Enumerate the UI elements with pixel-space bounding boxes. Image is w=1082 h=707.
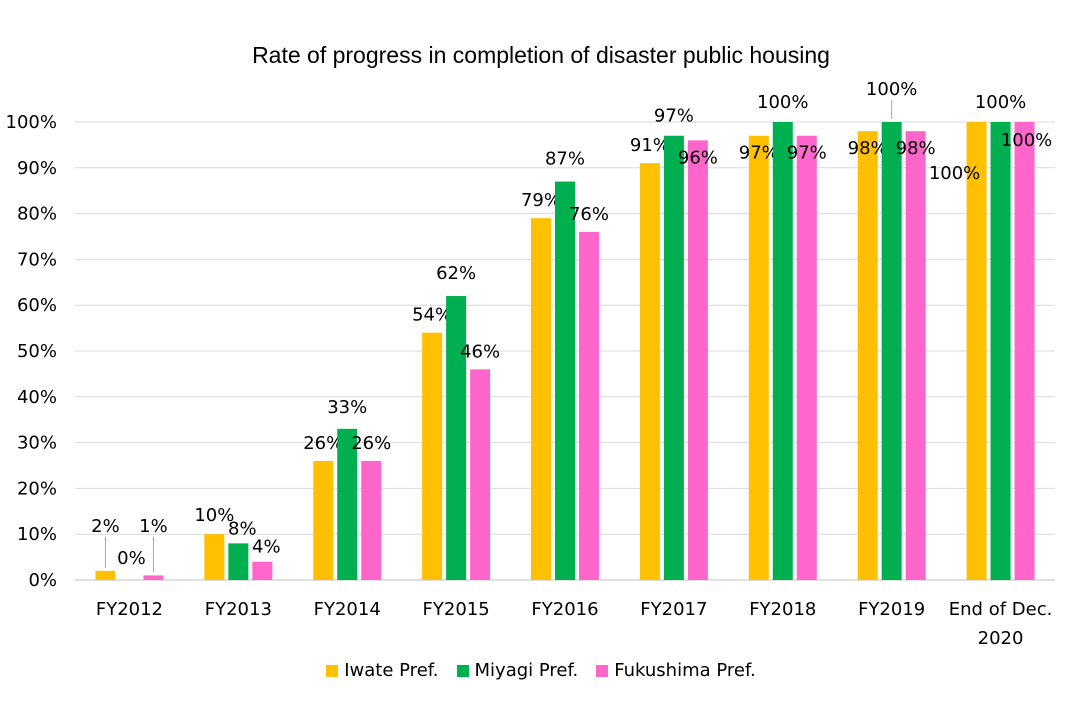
legend-item-fukushima: Fukushima Pref.	[596, 660, 756, 681]
y-tick-label: 0%	[28, 570, 57, 591]
bar	[796, 135, 817, 581]
y-tick-label: 40%	[17, 387, 57, 408]
chart-title: Rate of progress in completion of disast…	[252, 42, 830, 68]
y-tick-label: 30%	[17, 433, 57, 454]
bar	[446, 296, 467, 580]
legend-label-miyagi: Miyagi Pref.	[474, 660, 579, 681]
legend-label-fukushima: Fukushima Pref.	[614, 660, 756, 681]
data-label: 79%	[521, 190, 561, 211]
data-label: 98%	[896, 138, 936, 159]
legend-swatch-fukushima	[596, 664, 609, 677]
data-label: 100%	[866, 79, 917, 100]
bar	[905, 131, 926, 580]
data-label: 26%	[351, 433, 391, 454]
bar	[422, 332, 443, 580]
bar	[772, 122, 793, 580]
data-label: 62%	[436, 263, 476, 284]
bar	[313, 460, 334, 580]
data-label: 87%	[545, 149, 585, 170]
bar	[990, 122, 1011, 580]
x-tick-label: FY2012	[96, 599, 163, 620]
legend: Iwate Pref. Miyagi Pref. Fukushima Pref.	[0, 660, 1082, 681]
y-tick-label: 60%	[17, 295, 57, 316]
bar	[966, 122, 987, 580]
bar	[639, 163, 660, 580]
data-label: 97%	[739, 143, 779, 164]
bar	[204, 534, 225, 580]
y-tick-label: 90%	[17, 158, 57, 179]
bar	[143, 575, 164, 580]
data-label: 4%	[252, 537, 281, 558]
data-label: 26%	[303, 433, 343, 454]
data-label: 33%	[327, 397, 367, 418]
x-tick-label: FY2014	[314, 599, 381, 620]
y-tick-label: 70%	[17, 249, 57, 270]
data-label: 0%	[117, 548, 146, 569]
y-tick-label: 80%	[17, 204, 57, 225]
bar	[470, 369, 491, 580]
data-label: 2%	[91, 516, 120, 537]
data-label: 100%	[757, 92, 808, 113]
data-label: 46%	[460, 341, 500, 362]
bar	[881, 122, 902, 580]
data-label: 100%	[1001, 130, 1052, 151]
data-label: 97%	[787, 143, 827, 164]
legend-swatch-iwate	[326, 664, 339, 677]
bar	[857, 131, 878, 580]
bar	[95, 570, 116, 580]
y-tick-label: 50%	[17, 341, 57, 362]
bar	[748, 135, 769, 581]
bar	[663, 135, 684, 581]
bar	[337, 428, 358, 580]
data-label: 100%	[929, 163, 980, 184]
data-label: 96%	[678, 147, 718, 168]
data-label: 98%	[848, 138, 888, 159]
data-label: 97%	[654, 106, 694, 127]
legend-label-iwate: Iwate Pref.	[344, 660, 439, 681]
bar	[687, 140, 708, 580]
data-label: 91%	[630, 135, 670, 156]
data-label: 10%	[194, 505, 234, 526]
legend-item-miyagi: Miyagi Pref.	[456, 660, 579, 681]
data-label: 54%	[412, 305, 452, 326]
x-tick-label: FY2019	[858, 599, 925, 620]
x-tick-label: FY2017	[640, 599, 707, 620]
legend-item-iwate: Iwate Pref.	[326, 660, 439, 681]
y-tick-label: 100%	[6, 112, 57, 133]
bar	[228, 543, 249, 580]
bar	[531, 218, 551, 580]
x-tick-label: FY2018	[749, 599, 816, 620]
data-label: 8%	[228, 518, 257, 539]
x-tick-label: End of Dec.	[949, 599, 1053, 620]
bar	[555, 181, 575, 581]
x-tick-label: FY2016	[531, 599, 598, 620]
bar	[361, 460, 382, 580]
data-label: 1%	[139, 516, 168, 537]
bar	[1014, 122, 1035, 580]
x-tick-label: FY2013	[205, 599, 272, 620]
y-tick-label: 10%	[17, 524, 57, 545]
bar	[579, 231, 599, 581]
legend-swatch-miyagi	[456, 664, 469, 677]
data-label: 76%	[569, 204, 609, 225]
x-tick-label: 2020	[978, 628, 1024, 649]
y-tick-label: 20%	[17, 478, 57, 499]
bar	[252, 561, 273, 580]
data-label: 100%	[975, 92, 1026, 113]
x-tick-label: FY2015	[423, 599, 490, 620]
